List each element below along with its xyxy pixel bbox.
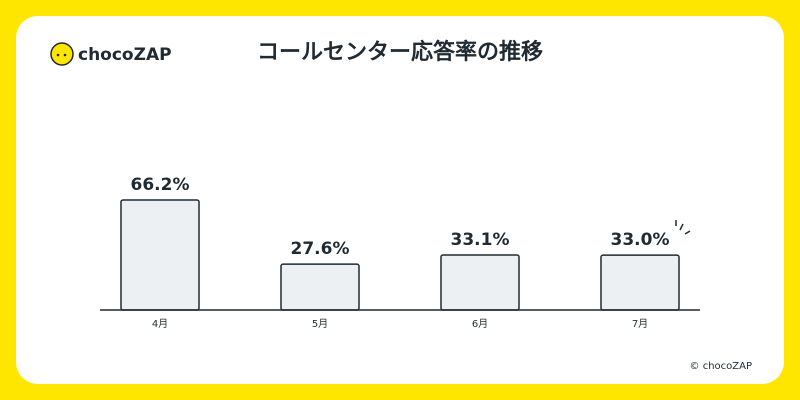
card [16,16,784,384]
value-label: 33.0% [611,230,670,250]
x-tick-label: 6月 [472,318,488,330]
bar [280,263,360,311]
value-label: 33.1% [451,230,510,250]
logo: chocoZAP [50,42,172,66]
x-tick-label: 7月 [632,318,648,330]
brand-name: chocoZAP [78,45,172,65]
bar [120,199,200,311]
copyright: © chocoZAP [690,361,752,372]
chart-title: コールセンター応答率の推移 [257,39,543,65]
bar [440,254,520,311]
bar [600,254,680,311]
value-label: 27.6% [291,239,350,259]
decoration [675,220,691,235]
x-tick-label: 5月 [312,318,328,330]
value-label: 66.2% [131,175,190,195]
x-tick-label: 4月 [152,318,168,330]
